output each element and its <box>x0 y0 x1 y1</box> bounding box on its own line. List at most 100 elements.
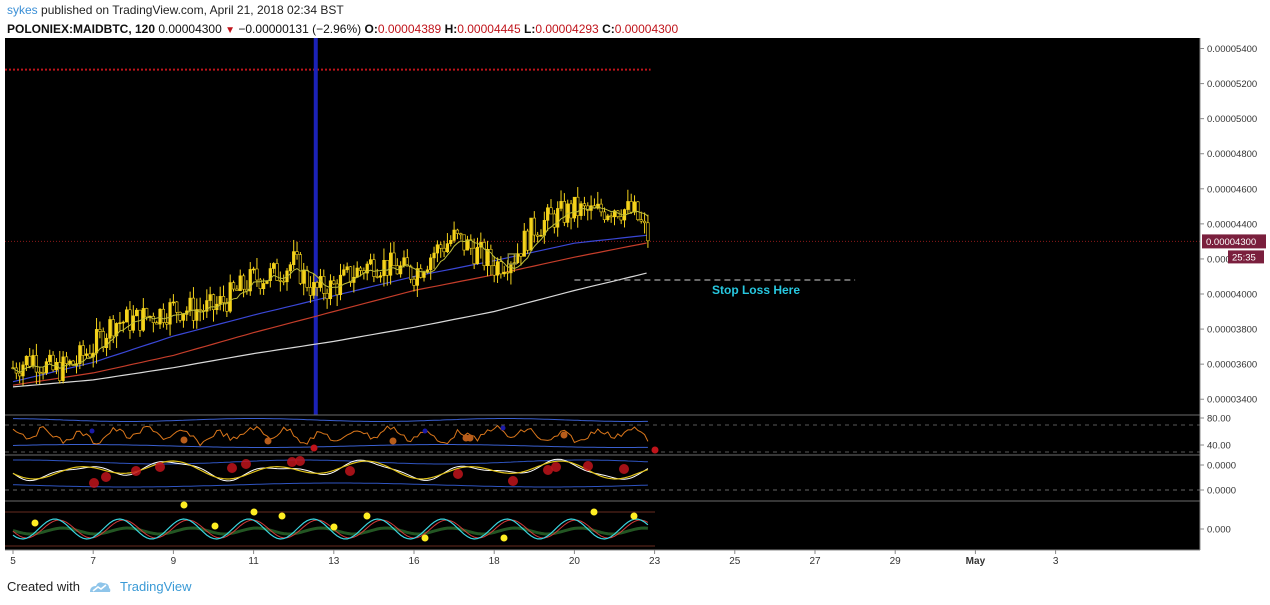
candle <box>382 248 386 287</box>
main-pane[interactable]: Stop Loss Here <box>5 38 1200 415</box>
candle <box>248 262 252 296</box>
tradingview-link[interactable]: TradingView <box>119 579 192 594</box>
candle <box>475 237 480 265</box>
candle-body <box>442 247 446 253</box>
candle-body <box>165 322 169 325</box>
footer: Created with TradingView <box>7 579 192 594</box>
candle <box>282 274 286 286</box>
candle-body <box>372 259 376 277</box>
candle <box>191 287 196 329</box>
candle-body <box>455 229 460 234</box>
osc1-signal-dot <box>583 461 593 471</box>
rsi-lower-envelope <box>12 444 648 448</box>
x-tick-label: 16 <box>408 556 420 567</box>
candle-body <box>556 208 560 228</box>
candle <box>348 266 353 287</box>
candle-body <box>24 355 28 366</box>
x-tick-label: 20 <box>569 556 581 567</box>
candle-body <box>175 301 179 313</box>
osc1-signal-dot <box>619 464 629 474</box>
candle <box>556 201 560 237</box>
candle <box>178 311 182 323</box>
candle-body <box>582 203 587 207</box>
y-tick-label: 0.00003600 <box>1207 360 1257 371</box>
author-link[interactable]: sykes <box>7 3 38 17</box>
x-tick-label: 5 <box>10 556 16 567</box>
vertical-marker-line[interactable] <box>313 38 318 415</box>
pattern-marker-box <box>507 253 517 265</box>
candle <box>155 320 159 325</box>
candle <box>345 262 349 273</box>
candle-body <box>161 308 165 323</box>
candle <box>272 262 276 274</box>
candle <box>609 212 613 223</box>
candle-body <box>539 234 543 237</box>
countdown-label: 25:35 <box>1232 252 1256 263</box>
osc1-tick-label: 0.0000 <box>1207 486 1236 497</box>
candle-body <box>342 269 346 276</box>
candle-body <box>552 213 556 228</box>
tradingview-logo-icon[interactable] <box>88 580 112 594</box>
price-change: −0.00000131 (−2.96%) <box>238 22 362 36</box>
candle <box>365 261 369 281</box>
candle-body <box>402 257 406 267</box>
x-tick-label: 23 <box>649 556 661 567</box>
candle <box>58 350 62 384</box>
x-tick-label: 7 <box>90 556 96 567</box>
candle-body <box>338 274 343 296</box>
candle-body <box>562 201 566 223</box>
candle <box>61 351 65 384</box>
candle-body <box>295 251 299 255</box>
candle <box>98 321 102 339</box>
candle-body <box>125 309 129 323</box>
candle <box>335 279 339 307</box>
osc2-slow-line <box>12 519 649 539</box>
candle <box>41 367 45 380</box>
candle-body <box>221 296 226 303</box>
candle-body <box>536 234 540 237</box>
open-label: O: <box>364 22 378 36</box>
candle <box>586 202 590 221</box>
candle-body <box>101 331 105 348</box>
candle-body <box>505 271 510 274</box>
candle <box>559 190 563 212</box>
candle-body <box>255 268 259 281</box>
osc1-tick-label: 0.0000 <box>1207 461 1236 472</box>
candle-body <box>519 253 523 257</box>
candle <box>399 261 403 278</box>
osc1-signal-dot <box>543 465 553 475</box>
candle <box>639 211 643 224</box>
candle-body <box>155 322 159 325</box>
candle-body <box>94 329 99 354</box>
rsi-tick-label: 40.00 <box>1207 441 1231 452</box>
candle <box>328 274 333 306</box>
candle <box>165 313 169 330</box>
candle-body <box>38 371 42 374</box>
price-chart[interactable]: Stop Loss Here 0.000054000.000052000.000… <box>0 38 1270 572</box>
rsi-tick-label: 80.00 <box>1207 414 1231 425</box>
candle <box>71 359 75 367</box>
x-tick-label: 29 <box>890 556 902 567</box>
candle-body <box>135 309 139 317</box>
candle <box>205 289 209 318</box>
candle <box>432 246 436 269</box>
candle-body <box>195 309 199 321</box>
candle-body <box>205 300 209 312</box>
candle <box>34 343 38 385</box>
candle <box>422 270 426 282</box>
osc1-signal-dot <box>155 462 165 472</box>
candle-body <box>114 323 119 337</box>
candle-body <box>28 355 32 367</box>
candle-body <box>419 268 423 278</box>
candle-body <box>619 216 623 221</box>
symbol-label[interactable]: POLONIEX:MAIDBTC, 120 <box>7 22 156 36</box>
candle-body <box>639 219 643 222</box>
candle-body <box>48 354 52 362</box>
candle-body <box>88 353 92 358</box>
candle <box>211 293 216 322</box>
osc2-signal-dot <box>31 519 39 527</box>
candle <box>429 254 433 280</box>
osc1-signal-dot <box>508 476 518 486</box>
candle <box>84 348 89 359</box>
candle <box>368 253 373 266</box>
